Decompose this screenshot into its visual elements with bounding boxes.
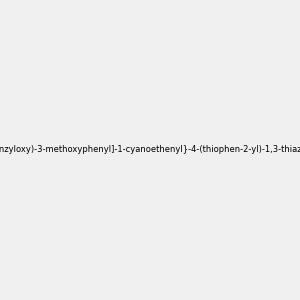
Text: N-[2-{(E)-2-[4-(benzyloxy)-3-methoxyphenyl]-1-cyanoethenyl}-4-(thiophen-2-yl)-1,: N-[2-{(E)-2-[4-(benzyloxy)-3-methoxyphen… bbox=[0, 146, 300, 154]
